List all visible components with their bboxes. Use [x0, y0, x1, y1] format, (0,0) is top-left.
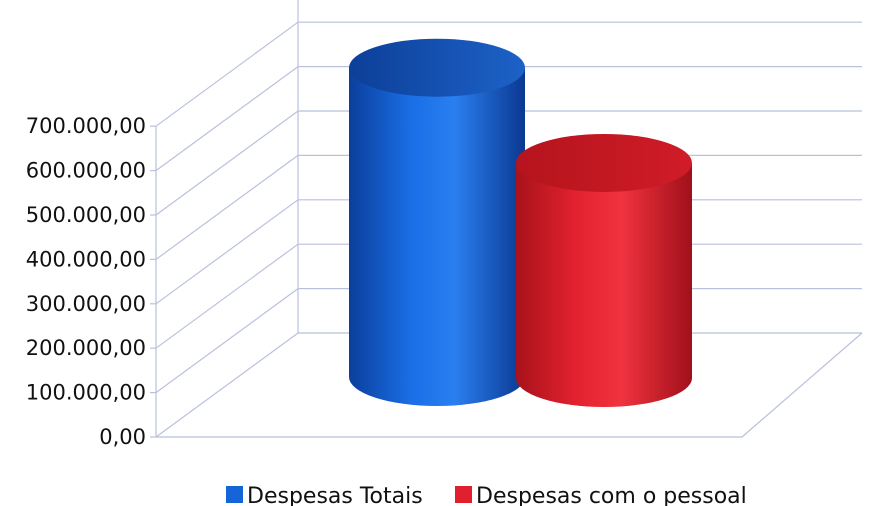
- floor-edge: [156, 332, 863, 438]
- y-tick-label: 500.000,00: [26, 203, 146, 227]
- legend-swatch: [455, 486, 472, 503]
- y-tick-label: 100.000,00: [26, 381, 146, 405]
- y-tick-label: 700.000,00: [26, 114, 146, 138]
- legend-label: Despesas Totais: [247, 484, 423, 506]
- bar-despesas-com-o-pessoal: [516, 133, 692, 407]
- y-tick-label: 600.000,00: [26, 159, 146, 183]
- y-axis-ticks: 0,00 100.000,00 200.000,00 300.000,00 400.00…: [26, 114, 146, 449]
- y-tick-label: 300.000,00: [26, 292, 146, 316]
- y-tick-label: 0,00: [99, 425, 146, 449]
- gridline-diagonal: [155, 199, 299, 305]
- cylinder-top: [349, 38, 525, 97]
- legend-label: Despesas com o pessoal: [476, 484, 747, 506]
- gridline-diagonal: [155, 21, 299, 127]
- gridline-diagonal: [155, 288, 299, 394]
- gridline-diagonal: [155, 243, 299, 349]
- gridline-diagonal: [155, 332, 299, 438]
- legend: Despesas Totais Despesas com o pessoal: [226, 484, 747, 506]
- cylinder-top: [516, 133, 692, 192]
- legend-swatch: [226, 486, 243, 503]
- y-tick-label: 200.000,00: [26, 336, 146, 360]
- gridline-diagonal: [155, 66, 299, 172]
- cylinder-body: [349, 67, 525, 406]
- bar-despesas-totais: [349, 38, 525, 406]
- gridline-diagonal: [155, 110, 299, 216]
- cylinder-body: [516, 162, 692, 407]
- bars: [349, 38, 692, 407]
- gridline-diagonal: [155, 154, 299, 260]
- y-tick-label: 400.000,00: [26, 247, 146, 271]
